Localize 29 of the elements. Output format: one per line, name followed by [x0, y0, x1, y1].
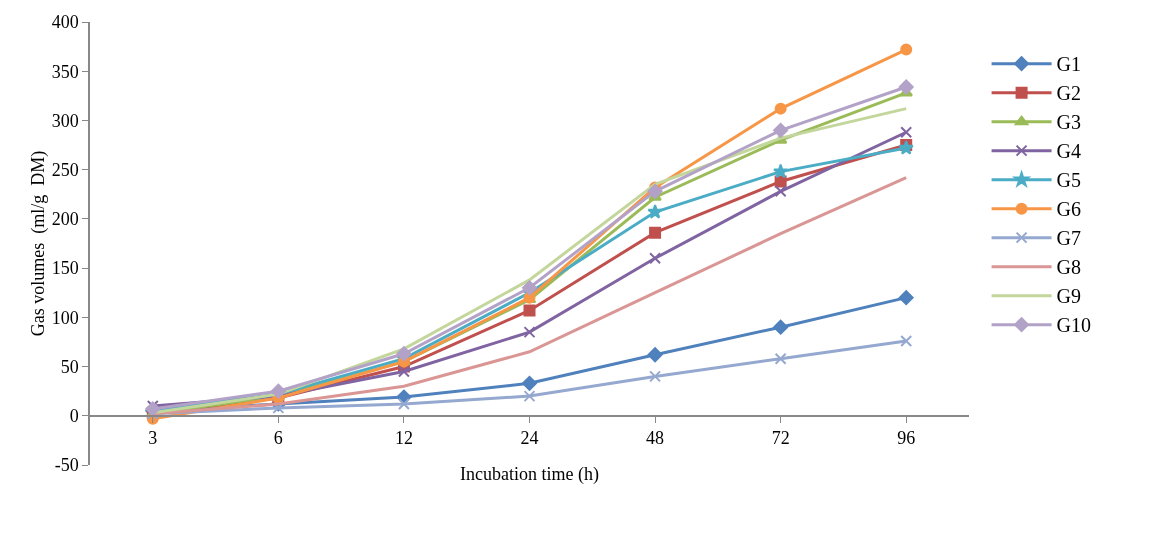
y-axis-title: Gas volumes (ml/g DM) [27, 150, 49, 337]
legend-label: G10 [1056, 314, 1092, 337]
y-tick-label: 350 [51, 61, 79, 82]
y-tick-label: 400 [51, 12, 79, 33]
y-tick-label: 200 [51, 209, 79, 230]
legend-label: G4 [1056, 140, 1082, 163]
y-tick-label: 50 [60, 356, 79, 377]
x-tick-label: 3 [148, 428, 158, 449]
y-tick-label: -50 [54, 455, 79, 476]
y-tick-label: 300 [51, 110, 79, 131]
legend-label: G8 [1056, 256, 1082, 279]
x-axis-title: Incubation time (h) [460, 464, 599, 486]
y-tick-label: 0 [69, 406, 79, 427]
x-tick-label: 6 [273, 428, 283, 449]
y-tick-label: 100 [51, 307, 79, 328]
legend-label: G2 [1056, 82, 1082, 105]
y-tick-label: 150 [51, 258, 79, 279]
legend-label: G1 [1056, 53, 1082, 76]
legend-label: G5 [1056, 169, 1082, 192]
x-tick-label: 96 [897, 428, 916, 449]
y-tick-label: 250 [51, 159, 79, 180]
x-tick-label: 72 [771, 428, 790, 449]
legend-label: G6 [1056, 198, 1082, 221]
legend-label: G9 [1056, 285, 1082, 308]
x-tick-label: 12 [394, 428, 413, 449]
x-tick-label: 48 [646, 428, 665, 449]
legend-label: G3 [1056, 111, 1082, 134]
legend-label: G7 [1056, 227, 1082, 250]
x-tick-label: 24 [520, 428, 539, 449]
